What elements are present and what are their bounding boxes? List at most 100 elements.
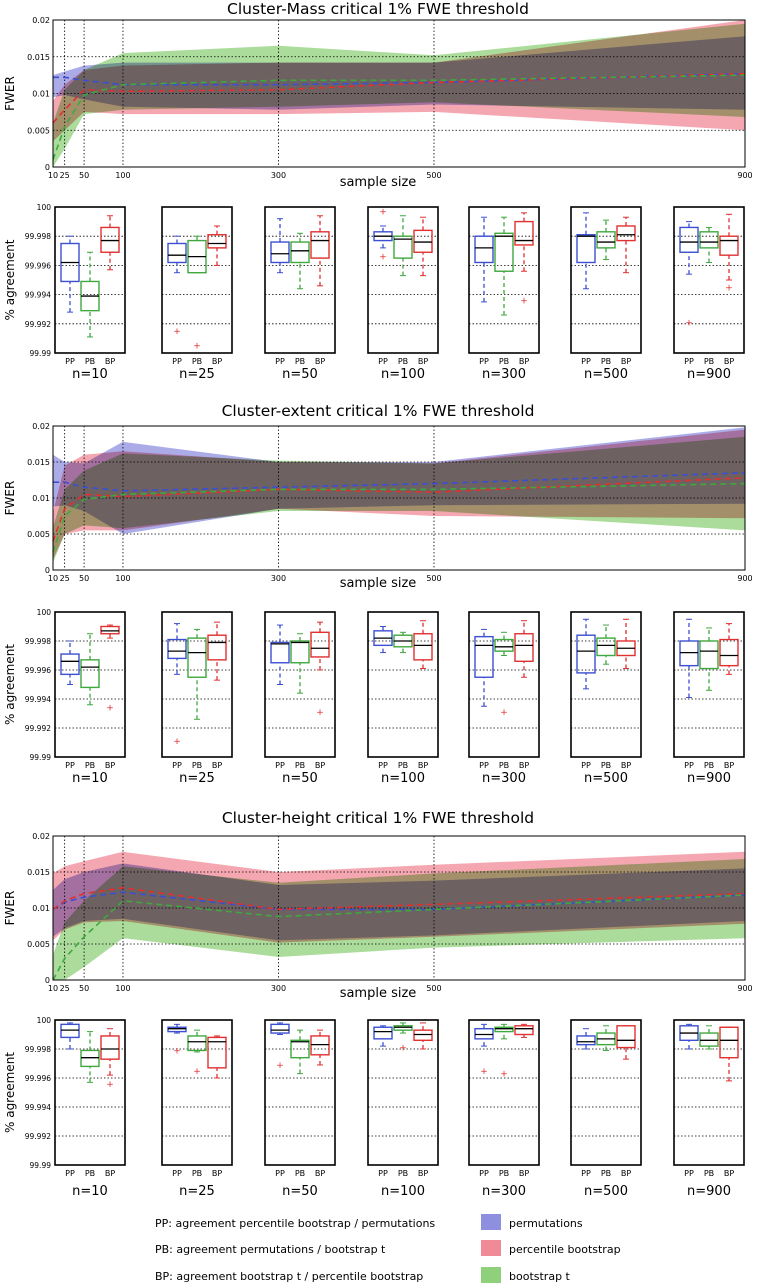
boxplot-panel: PP PB BPn=500 — [570, 206, 642, 382]
outlier-marker: + — [399, 1044, 407, 1054]
boxplot-frame — [570, 1019, 642, 1166]
outlier-marker: + — [316, 708, 324, 718]
box-x-tick: PP — [684, 761, 694, 770]
outlier-marker: + — [685, 318, 693, 328]
agreement-y-axis-label: % agreement — [3, 1052, 17, 1133]
y-tick-label: 0.02 — [32, 422, 50, 431]
box-x-tick: PP — [479, 357, 489, 366]
legend-swatch-label: bootstrap t — [509, 1270, 571, 1283]
outlier-marker: + — [106, 704, 114, 714]
mean-line-bootstrap-t — [52, 74, 746, 160]
boxplot-panel: + PP PB BPn=50 — [264, 611, 336, 786]
panel-2: Cluster-extent critical 1% FWE threshold… — [3, 402, 753, 786]
box-x-tick: PP — [65, 761, 75, 770]
x-tick-label: 10 — [48, 984, 58, 993]
boxplot-panel: PP PB BPn=100 — [367, 611, 439, 786]
box-x-tick: BP — [315, 1169, 325, 1178]
y-tick-label: 0 — [45, 976, 50, 985]
boxplot-frame — [264, 206, 336, 354]
x-tick-label: 25 — [60, 984, 70, 993]
outlier-marker: + — [106, 1080, 114, 1090]
box-x-tick: PB — [398, 761, 408, 770]
mean-line-bootstrap-t — [52, 482, 746, 553]
agreement-y-tick: 99.992 — [25, 1132, 51, 1141]
boxplot-frame — [468, 1019, 540, 1166]
sample-size-label: n=100 — [381, 1184, 425, 1199]
legend-swatch-label: percentile bootstrap — [509, 1243, 621, 1256]
legend-definition: PP: agreement percentile bootstrap / per… — [155, 1217, 435, 1230]
box-iqr — [290, 640, 310, 664]
box-iqr — [494, 1026, 514, 1033]
y-tick-label: 0.01 — [32, 90, 50, 99]
boxplot-frame — [468, 206, 540, 354]
box-x-tick: PP — [275, 1169, 285, 1178]
sample-size-label: n=100 — [381, 367, 425, 382]
boxplot-panel: PP PB BPn=500 — [570, 611, 642, 786]
box-iqr — [167, 638, 187, 660]
box-iqr — [494, 638, 514, 652]
box-x-tick: BP — [724, 761, 734, 770]
box-x-tick: PB — [499, 761, 509, 770]
box-x-tick: PB — [601, 1169, 611, 1178]
agreement-y-tick: 100 — [37, 608, 52, 617]
boxplot-panel: ++PP PB BPn=25 — [161, 1019, 233, 1199]
sample-size-label: n=50 — [282, 1184, 318, 1199]
box-x-tick: PB — [601, 357, 611, 366]
sample-size-label: n=25 — [179, 1184, 215, 1199]
box-iqr — [413, 633, 433, 661]
sample-size-label: n=300 — [482, 771, 526, 786]
sample-size-label: n=900 — [687, 771, 731, 786]
box-x-tick: PP — [378, 1169, 388, 1178]
y-tick-label: 0.02 — [32, 832, 50, 841]
boxplot-frame — [570, 611, 642, 758]
boxplot-panel: ++PP PB BPn=25 — [161, 206, 233, 382]
outlier-marker: + — [379, 253, 387, 263]
agreement-y-tick: 99.998 — [25, 637, 51, 646]
box-x-tick: PP — [581, 761, 591, 770]
box-iqr — [310, 631, 330, 658]
boxplot-panel: + + PP PB BP n=300 — [468, 1019, 540, 1199]
box-x-tick: PP — [172, 357, 182, 366]
sample-size-label: n=500 — [584, 367, 628, 382]
band-bootstrap-t — [53, 859, 745, 980]
sample-size-label: n=25 — [179, 771, 215, 786]
boxplot-panel: + PP PB BPn=25 — [161, 611, 233, 786]
legend-swatch — [481, 1267, 501, 1283]
box-x-tick: PP — [275, 761, 285, 770]
agreement-y-tick: 99.996 — [25, 261, 51, 270]
boxplot-frame — [161, 611, 233, 758]
line-chart-frame — [52, 835, 746, 981]
agreement-y-tick: 99.992 — [25, 724, 51, 733]
boxplot-panel: + PP PB BPn=300 — [468, 611, 540, 786]
box-x-tick: PP — [65, 357, 75, 366]
sample-size-label: n=900 — [687, 367, 731, 382]
box-iqr — [699, 1032, 719, 1047]
box-iqr — [474, 235, 494, 264]
box-iqr — [514, 220, 534, 246]
box-x-tick: BP — [724, 357, 734, 366]
boxplot-frame — [161, 1019, 233, 1166]
box-x-tick: PP — [581, 357, 591, 366]
box-x-tick: BP — [519, 761, 529, 770]
y-tick-label: 0.01 — [32, 904, 50, 913]
box-x-tick: PB — [295, 357, 305, 366]
box-iqr — [576, 234, 596, 264]
box-x-tick: PP — [65, 1169, 75, 1178]
sample-size-label: n=300 — [482, 367, 526, 382]
line-chart-frame — [52, 19, 746, 168]
y-tick-label: 0.005 — [27, 126, 50, 135]
boxplot-panel: 99.99 99.992 99.994 99.996 99.998 100 + PP PB BPn… — [25, 608, 126, 786]
boxplot-frame — [367, 1019, 439, 1166]
line-chart-frame — [52, 425, 746, 571]
x-tick-label: 300 — [271, 171, 286, 180]
outlier-marker: + — [193, 342, 201, 352]
sample-size-label: n=50 — [282, 367, 318, 382]
box-x-tick: PB — [601, 761, 611, 770]
box-x-tick: BP — [212, 357, 222, 366]
box-iqr — [616, 1025, 636, 1049]
outlier-marker: + — [725, 283, 733, 293]
box-iqr — [596, 637, 616, 657]
y-tick-label: 0 — [45, 566, 50, 575]
agreement-y-tick: 100 — [37, 203, 52, 212]
